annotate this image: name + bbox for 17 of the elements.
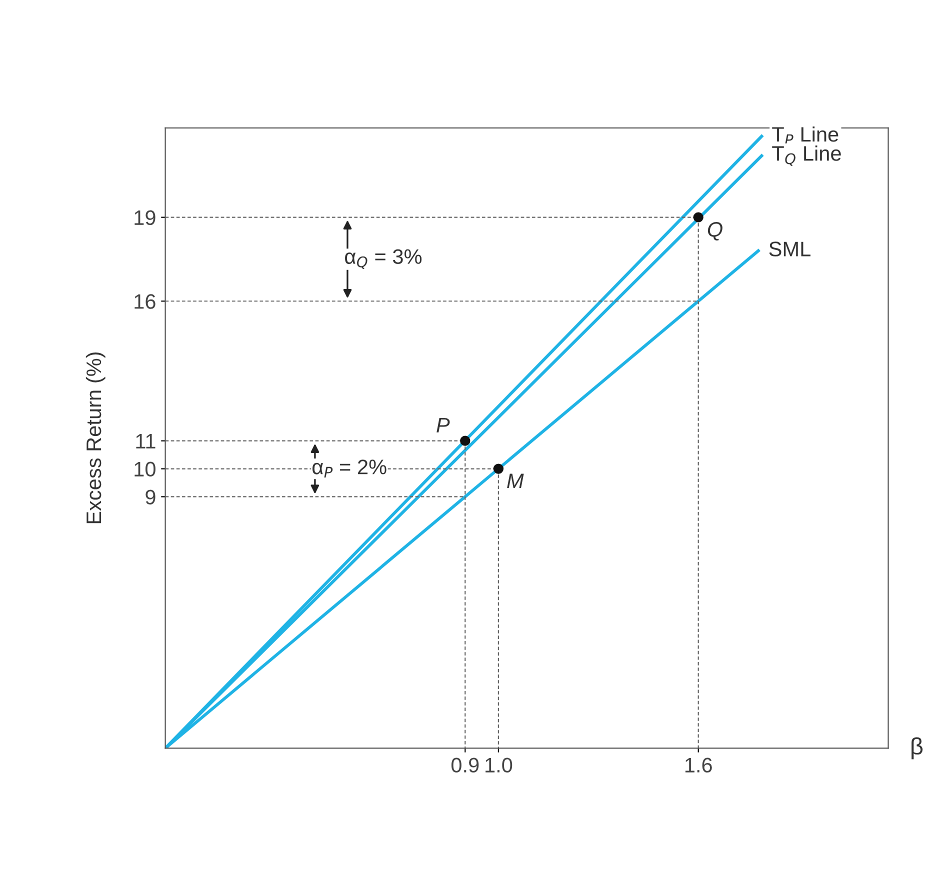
y-axis-title: Excess Return (%) xyxy=(86,352,106,524)
y-tick-label: 16 xyxy=(134,294,156,309)
annotation: Q xyxy=(708,222,722,241)
x-tick-label: 1.0 xyxy=(486,758,512,773)
y-tick-label: 10 xyxy=(134,462,156,477)
annotation: M xyxy=(507,474,524,488)
y-tick-label: 11 xyxy=(136,434,156,448)
y-tick-label: 19 xyxy=(134,210,156,226)
series-label: SML xyxy=(769,242,810,256)
annotation: α$_{Q}$ = 3% xyxy=(345,249,422,270)
series-label: T$_{Q}$ Line xyxy=(772,146,841,166)
x-tick-label: 0.9 xyxy=(451,758,479,773)
x-tick-label: 1.6 xyxy=(685,758,712,773)
annotation: P xyxy=(436,418,450,432)
annotation: α$_{P}$ = 2% xyxy=(312,460,386,478)
y-tick-label: 9 xyxy=(146,490,156,504)
x-axis-title: β xyxy=(912,737,923,760)
